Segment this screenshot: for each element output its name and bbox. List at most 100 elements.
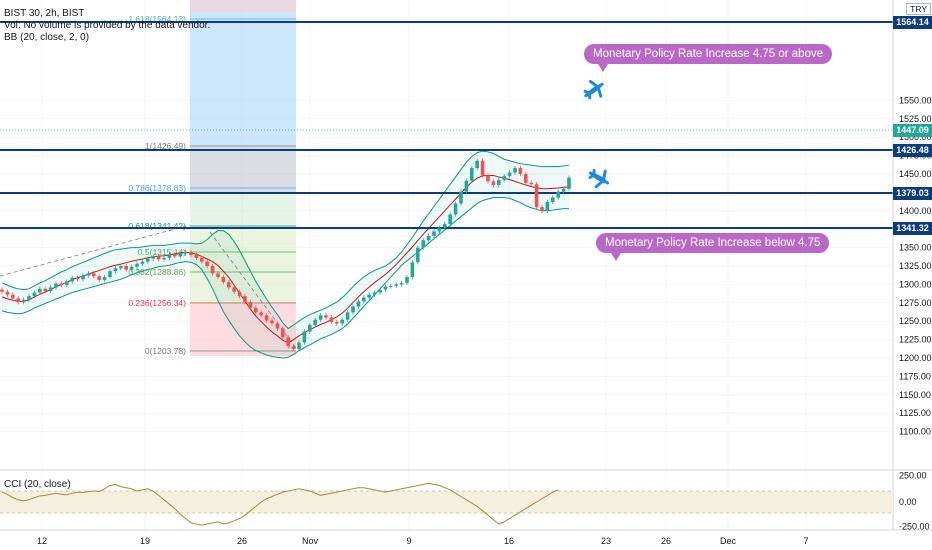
price-axis-label: 1250.00 [899,316,932,326]
candle [102,277,107,280]
candle [329,317,334,322]
candle [426,235,431,241]
candle [313,319,317,325]
candle [178,253,182,257]
airplane-body [585,83,603,97]
candle [11,294,15,299]
candle [453,203,458,215]
candle [513,168,517,173]
candles [0,158,571,352]
candle [97,276,101,280]
candle [480,160,485,176]
price-axis-label: 1125.00 [899,408,931,418]
level-price-tag: 1426.48 [893,144,932,157]
candle [16,298,20,303]
candle [389,285,393,287]
candle [27,296,31,300]
candle [367,294,371,298]
price-axis-label: 1225.00 [899,335,932,345]
candle [383,286,388,290]
candle [378,289,382,293]
candle [92,273,96,277]
time-axis-label: Nov [302,536,319,546]
candle [189,252,193,255]
candle [534,184,539,208]
candle [275,323,280,329]
candle [254,307,258,313]
fib-zone-grey [190,146,296,193]
candle [491,181,496,186]
candle [59,283,64,286]
candle [394,284,398,286]
candle [405,277,409,283]
price-axis-label: 1275.00 [899,298,932,308]
candle [140,261,145,264]
time-axis-label: 16 [504,536,514,546]
candle [243,296,247,303]
annotation-above-bubble[interactable]: Monetary Policy Rate Increase 4.75 or ab… [584,44,833,64]
candle [210,266,215,274]
candle [443,224,447,228]
candle [340,319,344,324]
candle [507,172,512,177]
candle [216,273,220,278]
candle [54,283,58,288]
candle [135,263,139,267]
bb-upper-line [1,150,570,330]
cci-band [0,491,893,513]
candle [475,160,479,169]
currency-badge[interactable]: TRY [906,3,931,15]
candle [248,302,253,308]
candle [205,261,209,266]
annotation-below-bubble[interactable]: Monetary Policy Rate Increase below 4.75 [596,233,830,253]
candle [65,281,69,286]
candle [502,176,506,180]
candle [286,337,290,347]
candle [70,277,74,282]
candle [518,168,523,174]
level-price-tag: 1341.32 [893,222,932,235]
candle [432,231,436,236]
candle [162,257,166,260]
candle [281,328,285,338]
volume-note: Vol: No volume is provided by the data v… [4,20,211,31]
candle [302,331,307,343]
symbol-title[interactable]: BIST 30, 2h, BIST [4,8,85,19]
candle [551,197,555,202]
price-axis-label: 1350.00 [899,243,932,253]
fib-level-label: 0.382(1288.86) [128,267,186,277]
fib-zone-lightgreen [190,193,296,227]
bb-lower-line [1,197,569,359]
cci-axis-label: 0.00 [899,497,917,507]
candle [497,179,501,186]
candle [410,262,415,278]
time-axis-label: 26 [661,536,671,546]
cci-indicator-label[interactable]: CCI (20, close) [4,479,71,490]
fib-level-label: 1(1426.49) [145,141,186,151]
level-price-tag: 1379.03 [893,187,932,200]
candle [356,301,361,307]
candle [421,240,425,248]
candle [194,254,199,258]
candle [459,191,463,204]
cci-axis-label: -250.00 [899,522,930,532]
candle [81,275,85,280]
bubble-tail [611,253,621,261]
price-axis-label: 1200.00 [899,353,932,363]
candle [291,346,296,350]
candle [529,182,533,185]
candle [167,254,172,258]
candle [540,207,544,211]
airplane-down-icon [588,169,610,189]
candle [345,312,350,320]
fib-level-label: 0.618(1341.42) [128,221,186,231]
fib-level-label: 0(1203.78) [145,346,186,356]
bb-indicator-label[interactable]: BB (20, close, 2, 0) [4,32,90,43]
candle [173,254,177,257]
candle [264,315,269,321]
candle [119,266,123,269]
candle [86,273,91,276]
candle [146,258,150,262]
time-axis-label: 23 [601,536,611,546]
